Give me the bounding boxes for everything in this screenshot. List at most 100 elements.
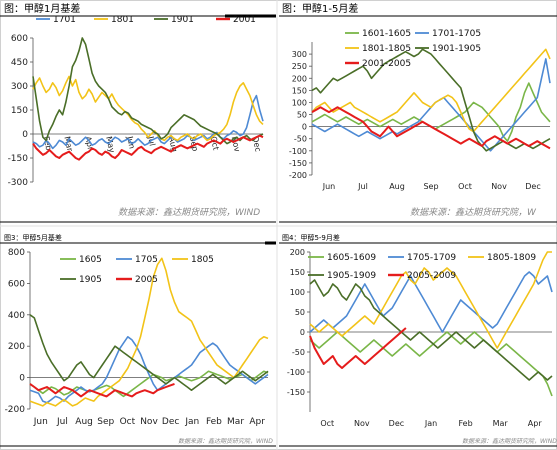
x-tick-label: Nov	[354, 419, 370, 428]
y-tick-label: -150	[8, 154, 29, 164]
panel-2-source: 数据来源：鑫达期货研究院，W	[410, 207, 537, 218]
series-line-1701	[32, 94, 264, 150]
panel-2: 图：甲醇1-5月差 -200 -150 -100 -50 0 50 100 150 200 250…	[279, 2, 557, 223]
series-line-1705-1709	[309, 271, 553, 333]
x-tick-label: Oct	[120, 417, 136, 427]
legend-label: 1905-1909	[327, 271, 376, 281]
series-line-1901-1905	[311, 48, 551, 152]
legend-label: 1801	[111, 15, 134, 25]
y-tick-label: 150	[290, 268, 305, 277]
y-tick-label: 200	[290, 248, 305, 257]
x-tick-label: Apr	[249, 417, 265, 427]
legend-label: 1605-1609	[327, 253, 376, 263]
series-line-1801-1805	[311, 48, 551, 133]
legend-label: 1805-1809	[487, 253, 536, 263]
panel-3-title: 图3：甲醇5月基差	[4, 233, 62, 242]
y-tick-label: 450	[11, 58, 28, 68]
y-tick-label: 100	[292, 98, 307, 107]
y-tick-label: 250	[292, 62, 307, 71]
x-tick-label: Oct	[320, 419, 334, 428]
legend-label: 1601-1605	[362, 29, 411, 39]
x-tick-label: Dec	[162, 417, 179, 427]
legend-label: 1705	[135, 255, 158, 265]
x-tick-label: Jun	[33, 417, 48, 427]
panel-1-source: 数据来源：鑫达期货研究院，WIND	[118, 207, 260, 218]
x-tick-label: Apr	[83, 136, 95, 152]
x-tick-label: Oct	[458, 182, 472, 191]
x-tick-label: Sep	[423, 182, 438, 191]
legend-label: 1705-1709	[407, 253, 456, 263]
y-tick-label: 300	[292, 50, 307, 59]
legend-label: 1605	[79, 255, 102, 265]
panel-3: 图3：甲醇5月基差 -200 0 200 400 600 800 Jun Jul Aug Sep O…	[0, 233, 276, 447]
x-tick-label: Feb	[458, 419, 472, 428]
x-tick-label: Dec	[389, 419, 404, 428]
x-tick-label: Mar	[62, 136, 74, 153]
x-tick-label: Jun	[322, 182, 336, 191]
x-tick-label: May	[104, 136, 116, 154]
x-tick-label: Jan	[184, 417, 199, 427]
x-tick-label: Sep	[188, 136, 200, 153]
legend-label: 2005	[135, 275, 158, 285]
series-line-1605-1609	[309, 331, 553, 397]
y-tick-label: -100	[287, 368, 305, 377]
series-line-1901	[32, 37, 264, 145]
panel-1: 图：甲醇1月基差 -300 -150 0 150 300 450 600 Feb Mar Apr M…	[0, 2, 276, 223]
series-line-2005-2009	[309, 327, 407, 369]
x-tick-label: Nov	[140, 417, 158, 427]
y-tick-label: 100	[290, 288, 305, 297]
y-tick-label: 600	[8, 279, 25, 289]
x-tick-label: Oct	[209, 136, 221, 151]
y-tick-label: -150	[287, 388, 305, 397]
x-tick-label: Mar	[493, 419, 509, 428]
x-tick-label: Sep	[97, 417, 114, 427]
legend-label: 2001	[233, 15, 256, 25]
y-tick-label: 0	[302, 123, 307, 132]
y-tick-label: -100	[289, 147, 307, 156]
legend-label: 1801-1805	[362, 44, 411, 54]
y-tick-label: -200	[289, 171, 307, 180]
x-tick-label: Jul	[357, 182, 368, 191]
series-line-2005	[29, 382, 175, 398]
series-line-1705	[29, 335, 269, 404]
legend-label: 2001-2005	[362, 59, 411, 69]
x-tick-label: Mar	[227, 417, 244, 427]
series-line-1805	[29, 257, 269, 407]
panel-2-title: 图：甲醇1-5月差	[282, 2, 358, 15]
panel-1-title: 图：甲醇1月基差	[4, 2, 80, 15]
x-tick-label: Aug	[389, 182, 405, 191]
y-tick-label: -50	[292, 348, 305, 357]
legend-label: 1901	[171, 15, 194, 25]
series-line-1805-1809	[309, 251, 552, 349]
legend-label: 1805	[191, 255, 214, 265]
y-tick-label: -300	[8, 178, 29, 188]
series-line-1905	[29, 314, 269, 392]
panel-4-plot: -150 -100 -50 0 50 100 150 200 Oct Nov Dec Jan Feb Ma…	[287, 248, 553, 428]
x-tick-label: Jul	[56, 417, 68, 427]
legend-label: 1701-1705	[432, 29, 481, 39]
y-tick-label: 800	[8, 248, 25, 258]
panel-4: 图4：甲醇5-9月差 -150 -100 -50 0 50 100 150 200 Oct Nov…	[279, 233, 557, 447]
x-tick-label: Nov	[491, 182, 507, 191]
x-tick-label: Aug	[75, 417, 93, 427]
panel-4-title: 图4：甲醇5-9月差	[282, 233, 340, 242]
x-tick-label: Feb	[206, 417, 222, 427]
series-line-1801	[32, 75, 264, 142]
y-tick-label: 150	[292, 86, 307, 95]
panel-2-plot: -200 -150 -100 -50 0 50 100 150 200 250 300 Jun Jul A…	[289, 29, 551, 191]
y-tick-label: 150	[11, 106, 28, 116]
legend-label: 1701	[53, 15, 76, 25]
x-tick-label: Dec	[525, 182, 540, 191]
y-tick-label: 50	[297, 111, 307, 120]
y-tick-label: 200	[8, 342, 25, 352]
series-line-1605	[29, 370, 269, 398]
panel-4-source: 数据来源：鑫达期货研究院，WIND	[462, 437, 557, 445]
y-tick-label: 300	[11, 82, 28, 92]
y-tick-label: 0	[19, 374, 25, 384]
series-line-2001-2005	[311, 106, 551, 150]
y-tick-label: 0	[300, 328, 305, 337]
y-tick-label: 400	[8, 311, 25, 321]
